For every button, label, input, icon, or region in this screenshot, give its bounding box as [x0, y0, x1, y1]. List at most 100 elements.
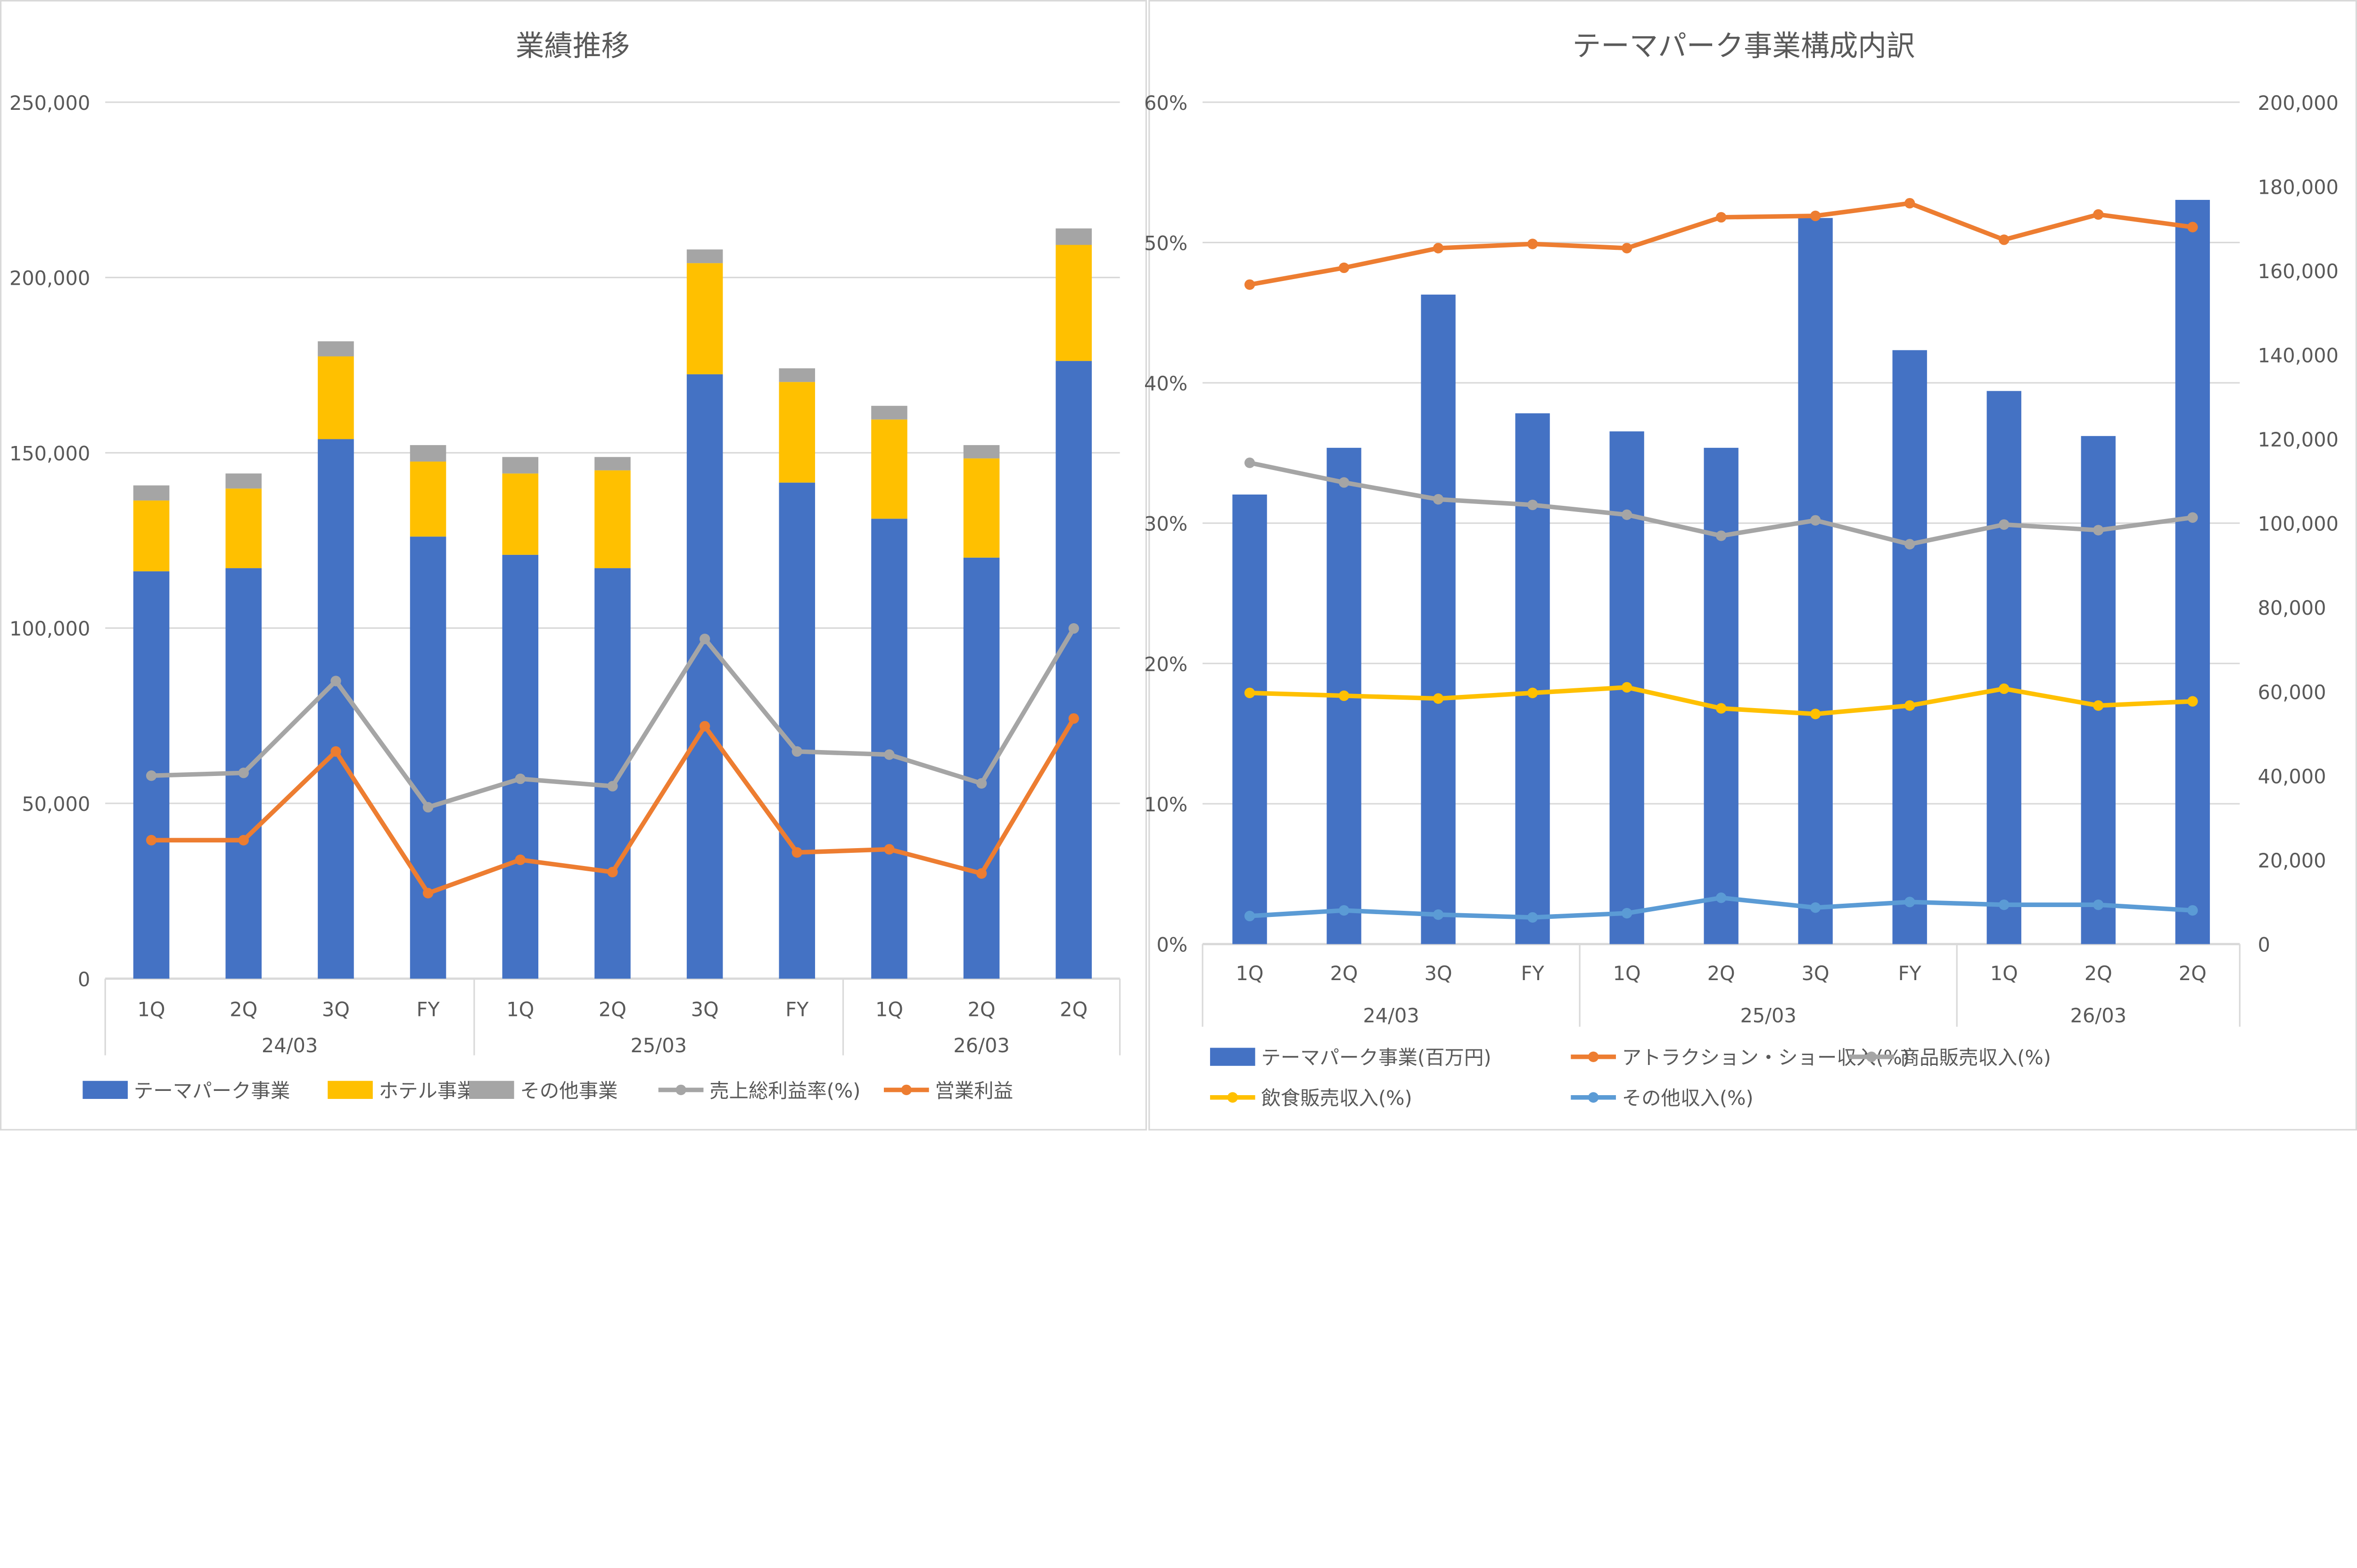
data-point-4-3 [422, 888, 434, 899]
data-point-4-5 [1715, 892, 1727, 903]
data-point-3-4 [515, 773, 526, 784]
left-chart-frame [0, 0, 1147, 1131]
category-label: 3Q [1802, 962, 1830, 985]
data-point-4-9 [2093, 900, 2104, 910]
bar-2-0 [133, 485, 170, 501]
data-point-1-10 [2187, 222, 2198, 232]
data-point-4-10 [1068, 713, 1079, 724]
bar-2-3 [410, 445, 446, 462]
y-tick-label: 40% [1144, 372, 1187, 395]
legend-swatch-bar [1210, 1048, 1255, 1066]
bar-2-10 [1055, 228, 1092, 245]
bar-0-0 [1232, 494, 1267, 944]
y2-tick-label: 0 [2258, 933, 2270, 956]
category-label: 1Q [506, 999, 534, 1021]
bar-0-9 [2081, 436, 2116, 944]
bar-0-7 [779, 482, 816, 979]
data-point-1-4 [1621, 243, 1632, 254]
legend-label: 売上総利益率(%) [709, 1080, 860, 1102]
data-point-1-5 [1715, 212, 1727, 223]
data-point-4-0 [1244, 910, 1255, 922]
data-point-4-10 [2187, 905, 2198, 916]
legend-marker [901, 1084, 912, 1096]
data-point-4-7 [791, 847, 802, 858]
y2-tick-label: 180,000 [2258, 176, 2339, 198]
data-point-1-8 [1999, 234, 2010, 245]
data-point-1-2 [1433, 243, 1444, 254]
category-label: 1Q [138, 999, 165, 1021]
legend-label: ホテル事業 [379, 1080, 477, 1102]
bar-0-5 [594, 568, 631, 979]
data-point-1-1 [1338, 262, 1350, 273]
group-label: 26/03 [2070, 1004, 2126, 1027]
data-point-1-9 [2093, 209, 2104, 220]
data-point-3-8 [1999, 683, 2010, 694]
data-point-4-7 [1904, 897, 1915, 908]
legend-label: 飲食販売収入(%) [1261, 1087, 1412, 1110]
bar-1-6 [686, 263, 723, 374]
data-point-1-6 [1810, 210, 1821, 222]
bar-0-5 [1704, 447, 1739, 944]
bar-2-4 [502, 457, 539, 474]
data-point-2-6 [1810, 515, 1821, 526]
legend-marker [1866, 1051, 1877, 1062]
data-point-4-6 [1810, 902, 1821, 913]
data-point-3-10 [2187, 696, 2198, 707]
legend-label: 商品販売収入(%) [1900, 1047, 2051, 1069]
y2-tick-label: 20,000 [2258, 850, 2326, 872]
data-point-4-2 [1433, 909, 1444, 920]
data-point-4-2 [330, 746, 341, 757]
bar-1-8 [871, 419, 907, 519]
data-point-3-7 [791, 746, 802, 757]
data-point-3-2 [330, 676, 341, 686]
y2-tick-label: 100,000 [2258, 513, 2339, 536]
group-label: 26/03 [953, 1034, 1009, 1057]
data-point-2-4 [1621, 509, 1632, 520]
data-point-4-0 [146, 834, 157, 846]
y2-tick-label: 60,000 [2258, 681, 2326, 704]
bar-0-8 [1986, 391, 2021, 944]
y-tick-label: 50,000 [22, 793, 90, 816]
y-tick-label: 60% [1144, 92, 1187, 115]
category-label: 3Q [691, 999, 719, 1021]
category-label: FY [1898, 962, 1922, 985]
data-point-3-2 [1433, 693, 1444, 704]
bar-2-7 [779, 368, 816, 382]
bar-1-7 [779, 382, 816, 483]
data-point-2-10 [2187, 512, 2198, 523]
bar-1-5 [594, 470, 631, 569]
data-point-3-10 [1068, 623, 1079, 634]
bar-0-6 [1798, 218, 1833, 944]
category-label: 2Q [1330, 962, 1358, 985]
category-label: FY [1521, 962, 1545, 985]
data-point-2-9 [2093, 525, 2104, 536]
group-label: 24/03 [262, 1034, 318, 1057]
bar-0-4 [502, 554, 539, 979]
bar-0-3 [410, 536, 446, 979]
y2-tick-label: 160,000 [2258, 260, 2339, 283]
data-point-1-3 [1527, 239, 1538, 249]
data-point-2-8 [1999, 519, 2010, 530]
bar-1-4 [502, 473, 539, 555]
data-point-3-8 [884, 749, 895, 760]
bar-0-7 [1892, 350, 1927, 944]
group-label: 25/03 [631, 1034, 687, 1057]
bar-1-10 [1055, 245, 1092, 361]
bar-0-2 [1421, 294, 1456, 944]
data-point-2-2 [1433, 494, 1444, 505]
data-point-2-7 [1904, 539, 1915, 550]
category-label: 2Q [230, 999, 257, 1021]
category-label: FY [416, 999, 440, 1021]
left-chart: 0 50,000 100,000 150,000 200,000 250,000 24/03… [9, 92, 1121, 1102]
bar-2-2 [318, 341, 354, 356]
category-label: 2Q [2085, 962, 2112, 985]
data-point-4-6 [699, 721, 710, 732]
data-point-4-9 [976, 868, 987, 879]
legend-swatch-bar [328, 1081, 373, 1099]
data-point-4-4 [515, 854, 526, 865]
dashboard-charts: 業績推移 テーマパーク事業構成内訳 0 50,000 100,000 150,000 2… [0, 0, 2357, 1131]
bar-1-1 [225, 488, 262, 569]
data-point-3-5 [607, 781, 618, 792]
y-tick-label: 150,000 [9, 442, 90, 465]
category-label: 1Q [875, 999, 903, 1021]
